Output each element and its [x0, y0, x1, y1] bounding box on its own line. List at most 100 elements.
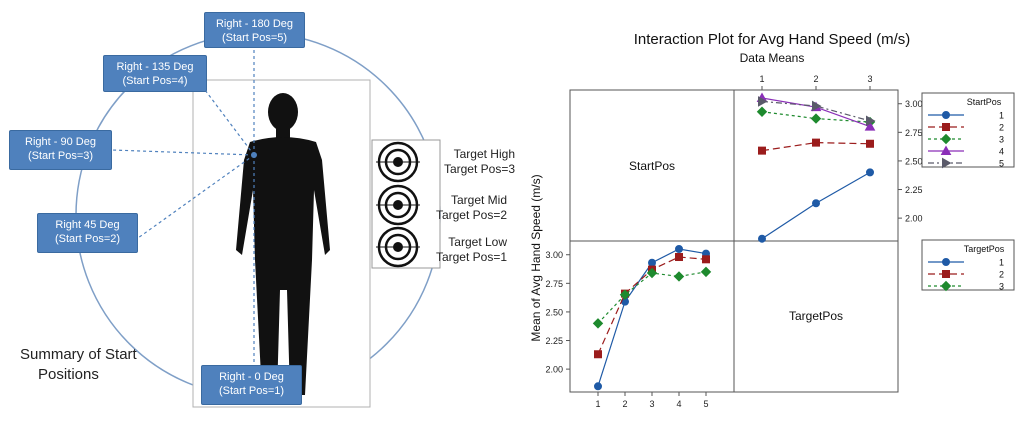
targetpos-xtick-label-0: 1: [595, 399, 600, 409]
startpos-legend-label-2: 2: [999, 123, 1004, 133]
targetpos-series-1-point-0: [594, 382, 602, 391]
startpos-legend-marker-3: [940, 133, 952, 145]
targetpos-legend-marker-3: [940, 280, 952, 292]
start-pos-3-box: Right - 90 Deg (Start Pos=3): [9, 130, 112, 170]
start-position-diagram: Right - 180 Deg (Start Pos=5) Right - 13…: [9, 12, 515, 408]
targetpos-xtick-label-1: 2: [622, 399, 627, 409]
targetpos-series-3-point-1: [619, 289, 631, 300]
targetpos-xtick-label-3: 4: [676, 399, 681, 409]
startpos-legend-marker-1: [942, 111, 950, 119]
startpos-series-2-line: [761, 142, 871, 152]
targetpos-legend-marker-2: [942, 270, 950, 278]
interaction-plot-svg: Interaction Plot for Avg Hand Speed (m/s…: [529, 31, 1015, 409]
targetpos-legend-label-1: 1: [999, 258, 1004, 268]
startpos-xtick-label-2: 3: [867, 74, 872, 84]
start-pos-5-title: Right - 180 Deg: [215, 18, 294, 30]
startpos-series-2-point-1: [812, 138, 820, 147]
targetpos-series-3-point-0: [592, 318, 604, 329]
start-pos-5-sub: (Start Pos=5): [221, 32, 288, 44]
startpos-legend-title: StartPos: [967, 97, 1002, 107]
start-pos-4-box: Right - 135 Deg (Start Pos=4): [103, 55, 207, 92]
targetpos-series-3-point-4: [700, 266, 712, 278]
startpos-series-5: [758, 96, 876, 127]
targetpos-ytick-label-1: 2.25: [545, 336, 563, 346]
startpos-series-3-point-1: [810, 113, 822, 124]
start-pos-4-sub: (Start Pos=4): [122, 75, 188, 87]
startpos-series-1: [758, 168, 874, 243]
startpos-legend-marker-4: [940, 145, 952, 155]
start-pos-5-box: Right - 180 Deg (Start Pos=5): [204, 12, 305, 48]
startpos-panel-label: StartPos: [629, 159, 675, 173]
startpos-legend-label-4: 4: [999, 147, 1004, 157]
target-high-sub: Target Pos=3: [443, 162, 515, 176]
startpos-legend-marker-5: [942, 157, 952, 169]
startpos-series-1-point-2: [866, 168, 874, 177]
chart-title: Interaction Plot for Avg Hand Speed (m/s…: [634, 31, 911, 48]
start-pos-1-box: Right - 0 Deg (Start Pos=1): [201, 365, 302, 405]
startpos-series-1-point-0: [758, 234, 766, 243]
startpos-series-2-point-2: [866, 139, 874, 148]
human-silhouette-icon: [236, 93, 330, 395]
y-axis-label: Mean of Avg Hand Speed (m/s): [529, 174, 543, 341]
startpos-legend-marker-2: [942, 123, 950, 131]
diagram-graphics: [75, 32, 441, 408]
startpos-series-4: [756, 92, 876, 131]
targetpos-series-1-point-2: [648, 258, 656, 267]
reach-lines: [111, 48, 255, 365]
startpos-series-2: [758, 138, 874, 155]
targetpos-legend-frame: [921, 239, 1015, 291]
startpos-series-5-point-0: [758, 96, 768, 107]
startpos-series-5-point-1: [812, 100, 822, 112]
target-low-title: Target Low: [448, 235, 507, 249]
start-pos-4-title: Right - 135 Deg: [116, 61, 194, 73]
targetpos-ytick-label-0: 2.00: [545, 365, 563, 375]
targetpos-xtick-label-4: 5: [703, 399, 708, 409]
targetpos-ytick-label-4: 3.00: [545, 250, 563, 260]
startpos-series-3-point-0: [756, 106, 768, 117]
caption-line-2: Positions: [38, 366, 99, 383]
target-2-icon: [376, 184, 420, 226]
startpos-ytick-label-4: 3.00: [905, 99, 923, 109]
startpos-ytick-label-2: 2.50: [905, 156, 923, 166]
start-pos-3-title: Right - 90 Deg: [25, 136, 96, 148]
target-1-icon: [376, 226, 420, 268]
startpos-ytick-label-3: 2.75: [905, 128, 923, 138]
target-3-icon: [376, 141, 420, 183]
interaction-plot: Interaction Plot for Avg Hand Speed (m/s…: [520, 0, 1018, 417]
target-high-label: Target High Target Pos=3: [430, 147, 515, 177]
targetpos-series-1-point-3: [675, 245, 683, 254]
target-mid-title: Target Mid: [450, 193, 507, 207]
start-pos-2-title: Right 45 Deg: [55, 219, 120, 231]
startpos-series-2-point-0: [758, 146, 766, 155]
targetpos-series-3: [592, 266, 712, 329]
targetpos-ytick-label-3: 2.75: [545, 279, 563, 289]
start-pos-2-sub: (Start Pos=2): [54, 233, 121, 245]
targetpos-series-3-point-3: [673, 271, 685, 282]
startpos-ytick-label-0: 2.00: [905, 214, 923, 224]
target-high-title: Target High: [453, 147, 515, 161]
target-mid-sub: Target Pos=2: [435, 208, 507, 222]
startpos-series-5-line: [761, 100, 871, 122]
targetpos-series-3-line: [597, 271, 707, 324]
caption-line-1: Summary of Start: [20, 346, 137, 363]
target-low-sub: Target Pos=1: [435, 250, 507, 264]
target-low-label: Target Low Target Pos=1: [425, 235, 507, 265]
targetpos-legend-marker-1: [942, 258, 950, 266]
targetpos-legend-label-2: 2: [999, 270, 1004, 280]
diagram-caption: Summary of Start Positions: [20, 345, 180, 385]
startpos-series-1-point-1: [812, 199, 820, 208]
targetpos-series-2-point-4: [702, 255, 710, 264]
startpos-legend-label-1: 1: [999, 111, 1004, 121]
start-pos-3-sub: (Start Pos=3): [27, 150, 94, 162]
start-pos-1-sub: (Start Pos=1): [218, 385, 285, 397]
plot-marks: 2.00 2.25 2.50 2.75 3.00 1 2 3 2.00 2.25 2.50 2.75 3…: [545, 74, 1015, 409]
startpos-series-4-point-2: [864, 121, 876, 131]
targetpos-panel-label: TargetPos: [789, 309, 843, 323]
startpos-legend-label-5: 5: [999, 159, 1004, 169]
start-pos-2-box: Right 45 Deg (Start Pos=2): [37, 213, 138, 253]
startpos-legend-label-3: 3: [999, 135, 1004, 145]
start-pos-1-title: Right - 0 Deg: [219, 371, 284, 383]
targetpos-series-3-point-2: [646, 267, 658, 279]
startpos-xtick-label-0: 1: [759, 74, 764, 84]
targetpos-legend-title: TargetPos: [964, 244, 1005, 254]
